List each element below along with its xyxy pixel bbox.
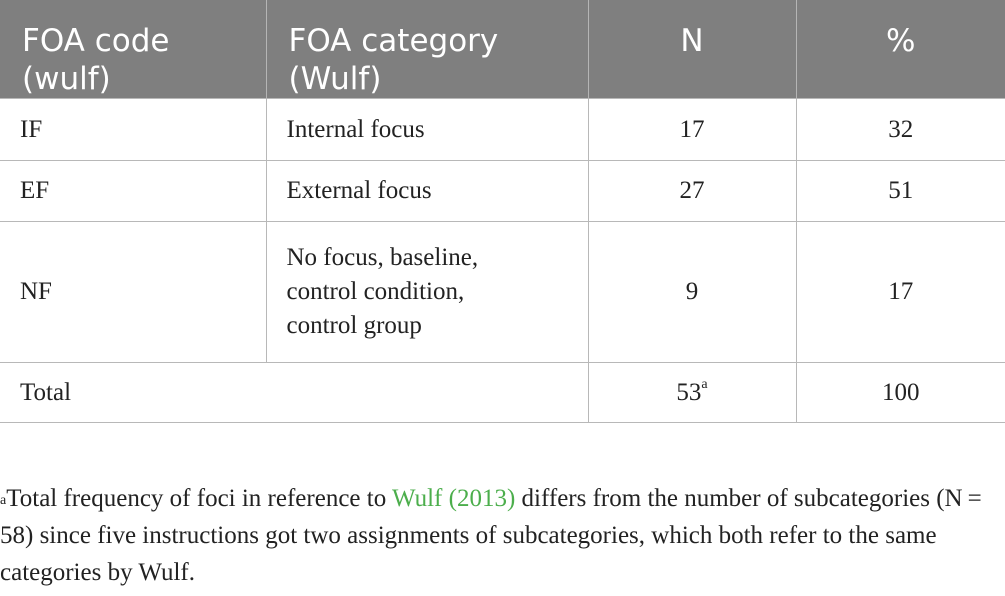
total-percent: 100 <box>795 362 1005 423</box>
category-line: control group <box>286 312 422 339</box>
footnote-text: Total frequency of foci in reference to <box>6 485 393 512</box>
reference-link-wulf-2013[interactable]: Wulf (2013) <box>392 485 516 512</box>
category-line: control condition, <box>286 278 465 305</box>
cell-category: External focus <box>265 160 589 222</box>
header-row: FOA code (wulf) FOA category (Wulf) N % <box>0 0 1005 99</box>
footnote-marker: a <box>0 493 7 508</box>
table-row: IF Internal focus 17 32 <box>0 98 1005 161</box>
cell-category: Internal focus <box>265 98 589 161</box>
total-n-value: 53 <box>676 378 702 406</box>
cell-n: 9 <box>587 221 797 363</box>
table-row: NF No focus, baseline, control condition… <box>0 221 1005 363</box>
table-footnote: aTotal frequency of foci in reference to… <box>0 480 1005 591</box>
cell-percent: 32 <box>795 98 1005 161</box>
cell-n: 17 <box>587 98 797 161</box>
cell-code: IF <box>0 98 267 161</box>
header-percent: % <box>796 0 1005 99</box>
category-line: No focus, baseline, <box>286 244 479 271</box>
header-n: N <box>588 0 797 99</box>
cell-percent: 17 <box>795 221 1005 363</box>
cell-code: NF <box>0 221 267 363</box>
footnote-marker: a <box>701 376 708 392</box>
footnote-text-rest: differs from the number of subcategories… <box>0 485 987 586</box>
cell-code: EF <box>0 160 267 222</box>
total-row: Total 53a 100 <box>0 362 1005 423</box>
cell-category: No focus, baseline, control condition, c… <box>265 221 589 363</box>
header-foa-category: FOA category (Wulf) <box>266 0 589 99</box>
cell-percent: 51 <box>795 160 1005 222</box>
cell-n: 27 <box>587 160 797 222</box>
foa-table: FOA code (wulf) FOA category (Wulf) N % … <box>0 0 1005 423</box>
header-foa-code: FOA code (wulf) <box>0 0 267 99</box>
total-n: 53a <box>587 362 797 423</box>
total-label: Total <box>0 362 589 423</box>
table-row: EF External focus 27 51 <box>0 160 1005 222</box>
